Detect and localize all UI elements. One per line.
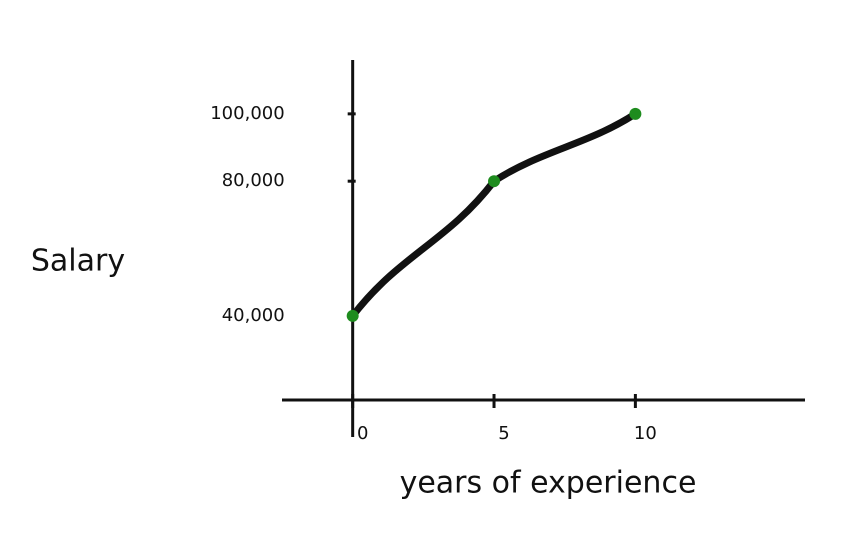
y-tick-label: 100,000 xyxy=(210,103,284,124)
y-tick-label: 40,000 xyxy=(222,305,285,326)
point xyxy=(629,107,642,120)
x-tick-label: 5 xyxy=(498,423,509,444)
x-tick-label: 0 xyxy=(357,423,368,444)
y-axis-label: Salary xyxy=(31,244,125,279)
x-axis-label: years of experience xyxy=(400,466,697,501)
point xyxy=(488,175,501,188)
x-tick-label: 10 xyxy=(634,423,657,444)
y-tick-label: 80,000 xyxy=(222,170,285,191)
point xyxy=(346,309,359,322)
line xyxy=(349,110,639,320)
